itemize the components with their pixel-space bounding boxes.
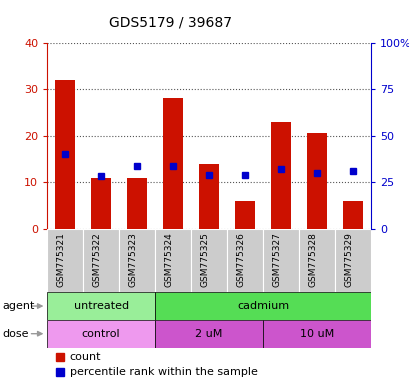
Text: untreated: untreated	[73, 301, 128, 311]
Bar	[155, 320, 263, 348]
Bar	[91, 178, 111, 229]
Text: control: control	[82, 329, 120, 339]
Bar	[263, 229, 298, 292]
Bar	[334, 229, 370, 292]
Text: GSM775321: GSM775321	[56, 232, 65, 287]
Bar	[83, 229, 119, 292]
Bar	[342, 201, 362, 229]
Text: percentile rank within the sample: percentile rank within the sample	[70, 367, 257, 377]
Bar	[191, 229, 227, 292]
Text: GDS5179 / 39687: GDS5179 / 39687	[108, 15, 231, 29]
Bar	[155, 229, 191, 292]
Bar	[306, 133, 326, 229]
Text: count: count	[70, 352, 101, 362]
Text: cadmium: cadmium	[236, 301, 288, 311]
Text: GSM775327: GSM775327	[272, 232, 281, 287]
Bar	[47, 320, 155, 348]
Text: GSM775324: GSM775324	[164, 232, 173, 287]
Text: agent: agent	[2, 301, 34, 311]
Text: dose: dose	[2, 329, 29, 339]
Text: GSM775325: GSM775325	[200, 232, 209, 287]
Bar	[235, 201, 254, 229]
Text: GSM775329: GSM775329	[343, 232, 352, 287]
Bar	[199, 164, 218, 229]
Text: 10 uM: 10 uM	[299, 329, 333, 339]
Bar	[127, 178, 147, 229]
Bar	[298, 229, 334, 292]
Bar	[47, 229, 83, 292]
Bar	[119, 229, 155, 292]
Bar	[263, 320, 370, 348]
Bar	[155, 292, 370, 320]
Bar	[163, 98, 182, 229]
Text: 2 uM: 2 uM	[195, 329, 222, 339]
Bar	[270, 122, 290, 229]
Bar	[55, 80, 75, 229]
Text: GSM775328: GSM775328	[307, 232, 316, 287]
Text: GSM775323: GSM775323	[128, 232, 137, 287]
Text: GSM775322: GSM775322	[92, 232, 101, 287]
Text: GSM775326: GSM775326	[236, 232, 245, 287]
Bar	[47, 292, 155, 320]
Bar	[227, 229, 263, 292]
